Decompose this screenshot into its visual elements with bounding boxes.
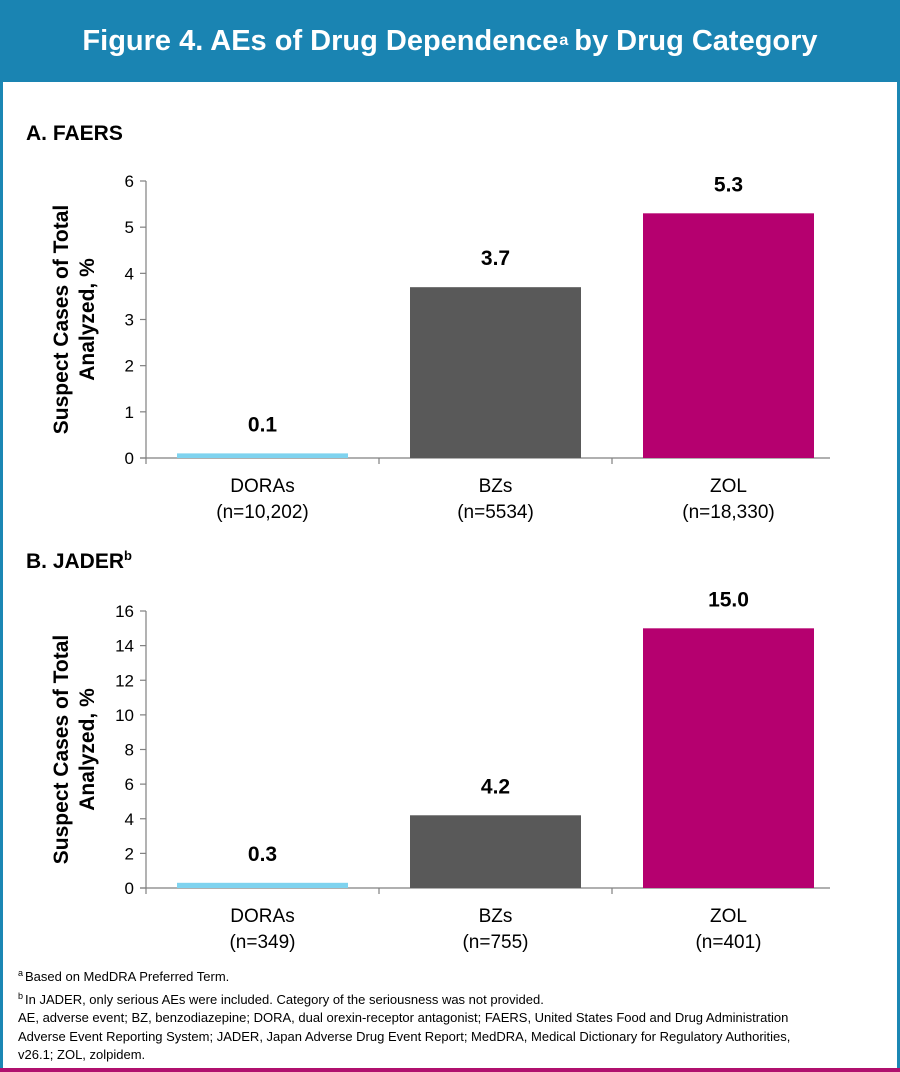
panel-b-chart: 0 2 4 6 8 10 12 14 16 Suspect Cases of Total Analy… (50, 588, 830, 953)
bottom-accent-line (0, 1068, 900, 1072)
category-n-label: (n=5534) (457, 502, 534, 523)
category-n-label: (n=755) (462, 932, 528, 953)
y-tick-label: 0 (125, 879, 134, 898)
data-label: 0.1 (248, 413, 278, 436)
category-label: BZs (479, 476, 513, 497)
data-label: 5.3 (714, 173, 743, 196)
y-tick-label: 6 (125, 172, 134, 191)
category-n-label: (n=10,202) (216, 502, 308, 523)
y-tick-label: 10 (115, 706, 134, 725)
bar-doras (177, 453, 348, 458)
data-label: 3.7 (481, 247, 510, 270)
y-tick-label: 1 (125, 403, 134, 422)
y-tick-label: 4 (125, 810, 134, 829)
category-label: DORAs (230, 476, 294, 497)
y-tick-label: 16 (115, 602, 134, 621)
y-axis-label: Suspect Cases of Total Analyzed, % (50, 635, 99, 865)
data-label: 4.2 (481, 775, 510, 798)
y-tick-label: 3 (125, 311, 134, 330)
y-tick-label: 6 (125, 775, 134, 794)
category-n-label: (n=18,330) (682, 502, 774, 523)
y-tick-label: 5 (125, 218, 134, 237)
footnotes: a Based on MedDRA Preferred Term. b In JAD… (18, 964, 888, 1065)
y-axis-label-line: Analyzed, % (76, 688, 99, 811)
category-label: ZOL (710, 906, 747, 927)
y-axis-label-line: Analyzed, % (76, 258, 99, 381)
bar-doras (177, 882, 348, 888)
figure-title-suffix: by Drug Category (574, 24, 818, 57)
data-label: 15.0 (708, 588, 749, 611)
bar-zol (643, 213, 814, 458)
footnote-a: a Based on MedDRA Preferred Term. (18, 968, 230, 984)
figure-title-banner: Figure 4. AEs of Drug Dependence a by Drug… (0, 0, 900, 82)
abbreviations-line-2: Adverse Event Reporting System; JADER, J… (18, 1028, 791, 1044)
y-tick-label: 8 (125, 741, 134, 760)
category-label: BZs (479, 906, 513, 927)
bar-zol (643, 628, 814, 888)
category-label: DORAs (230, 906, 294, 927)
category-label: ZOL (710, 476, 747, 497)
y-axis-label-line: Suspect Cases of Total (50, 635, 73, 865)
y-tick-label: 4 (125, 264, 134, 283)
y-tick-label: 12 (115, 671, 134, 690)
abbreviations-line-3: v26.1; ZOL, zolpidem. (18, 1047, 146, 1062)
panel-b-footnote-mark: b (124, 548, 132, 563)
figure-title: Figure 4. AEs of Drug Dependence (82, 24, 559, 57)
bar-bzs (410, 287, 581, 458)
footnote-b: b In JADER, only serious AEs were include… (18, 990, 544, 1007)
y-tick-label: 0 (125, 449, 134, 468)
figure-title-footnote-mark: a (559, 32, 569, 49)
y-tick-label: 2 (125, 357, 134, 376)
bar-bzs (410, 815, 581, 888)
category-n-label: (n=401) (695, 932, 761, 953)
panel-a-chart: 0 1 2 3 4 5 6 Suspect Cases of Total Analyzed, %… (50, 172, 830, 523)
abbreviations-line-1: AE, adverse event; BZ, benzodiazepine; D… (18, 1010, 789, 1025)
y-axis-label: Suspect Cases of Total Analyzed, % (50, 205, 99, 435)
y-axis-label-line: Suspect Cases of Total (50, 205, 73, 435)
y-tick-label: 14 (115, 637, 134, 656)
y-tick-label: 2 (125, 844, 134, 863)
panel-a-label: A. FAERS (26, 122, 123, 145)
category-n-label: (n=349) (229, 932, 295, 953)
panel-b-label: B. JADERb (26, 548, 132, 573)
data-label: 0.3 (248, 843, 277, 866)
